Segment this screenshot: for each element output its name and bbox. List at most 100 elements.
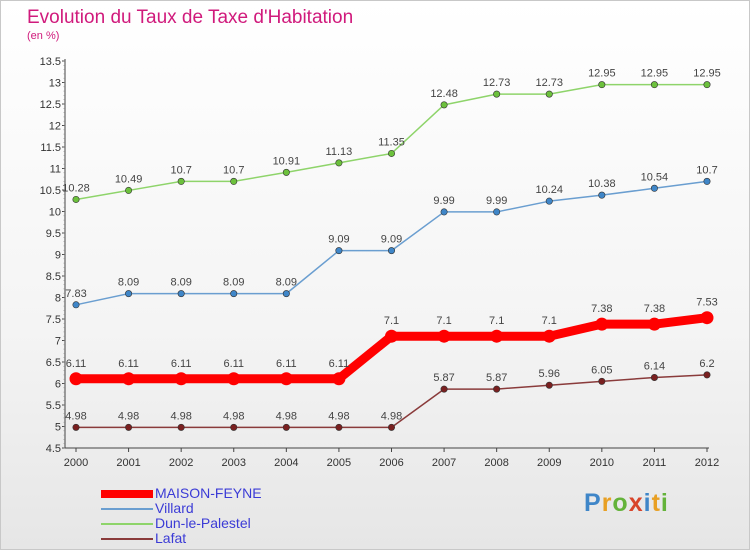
data-point [279,372,293,386]
data-label: 7.1 [542,315,557,327]
data-label: 8.09 [223,277,244,289]
data-point [72,423,80,431]
data-point [282,290,290,298]
y-tick-label: 7 [55,336,61,348]
x-tick-label: 2010 [590,457,614,469]
data-label: 10.7 [170,164,191,176]
data-label: 10.91 [273,155,301,167]
data-point [335,159,343,167]
data-point [493,208,501,216]
data-point [493,90,501,98]
data-point [230,423,238,431]
data-point [72,195,80,203]
data-label: 10.24 [535,184,563,196]
y-tick-label: 13 [49,78,61,90]
data-point [595,317,609,331]
legend-swatch [101,507,153,510]
chart-title: Evolution du Taux de Taxe d'Habitation [27,7,354,28]
data-label: 6.11 [276,358,297,370]
logo-letter: r [601,489,613,517]
data-point [650,184,658,192]
data-point [125,290,133,298]
y-tick-label: 9.5 [46,228,61,240]
x-tick-label: 2003 [222,457,246,469]
data-point [598,377,606,385]
data-label: 8.09 [118,277,139,289]
data-label: 4.98 [276,410,297,422]
axes: 4.5 5 5.5 6 6.5 7 7.5 8 8.5 9 9.5 10 10.5 11 11.5 12 12.… [40,56,720,469]
y-tick-label: 12 [49,121,61,133]
data-label: 9.09 [381,234,402,246]
data-label: 9.09 [328,234,349,246]
data-label: 11.35 [378,136,405,148]
data-label: 4.98 [223,410,244,422]
legend-item: Lafat [101,531,262,546]
data-label: 10.49 [115,173,143,185]
data-point [598,191,606,199]
data-point [282,168,290,176]
x-tick-label: 2012 [695,457,719,469]
data-point [227,372,241,386]
data-point [332,372,346,386]
data-label: 4.98 [328,410,349,422]
data-label: 8.09 [276,277,297,289]
data-label-layer: 10.28 10.49 10.7 10.7 10.91 11.13 11.35 12.48 12… [62,68,721,423]
data-label: 6.05 [591,364,612,376]
legend-label: Lafat [155,530,187,546]
proxiti-logo: Proxiti [584,489,669,518]
data-point [703,81,711,89]
legend-label: Villard [155,500,194,516]
y-tick-label: 5 [55,422,61,434]
data-point [72,301,80,309]
legend-label: Dun-le-Palestel [155,515,251,531]
logo-letter: x [628,489,644,517]
x-tick-label: 2008 [484,457,508,469]
data-point [177,423,185,431]
data-label: 6.11 [118,358,139,370]
data-label: 10.7 [223,164,244,176]
y-tick-label: 11.5 [40,142,61,154]
data-label: 5.87 [433,372,454,384]
data-label: 11.13 [326,146,353,158]
y-tick-label: 5.5 [46,400,61,412]
data-point [598,81,606,89]
legend-item: Dun-le-Palestel [101,516,262,531]
data-point [545,90,553,98]
logo-letter: o [612,489,629,517]
logo-letter: P [584,489,602,517]
logo-letter: i [643,489,652,517]
data-label: 12.48 [430,88,458,100]
data-point [125,423,133,431]
data-label: 7.1 [436,315,451,327]
data-point [545,381,553,389]
data-point [230,290,238,298]
data-label: 7.38 [591,303,612,315]
data-label: 6.11 [66,358,87,370]
data-label: 7.83 [65,288,86,300]
data-label: 10.7 [696,164,717,176]
data-label: 10.38 [588,178,616,190]
data-point [387,247,395,255]
y-tick-label: 6 [55,379,61,391]
data-label: 12.73 [535,77,563,89]
data-label: 5.87 [486,372,507,384]
data-label: 6.2 [699,358,714,370]
logo-letter: i [660,489,669,517]
legend-item: Villard [101,501,262,516]
data-label: 10.28 [62,182,90,194]
y-tick-label: 10 [49,207,61,219]
y-tick-label: 4.5 [46,443,61,455]
data-label: 4.98 [118,410,139,422]
data-point [387,423,395,431]
data-point [437,329,451,343]
data-label: 4.98 [65,410,86,422]
legend-label: MAISON-FEYNE [155,485,262,501]
data-label: 8.09 [170,277,191,289]
data-point [440,385,448,393]
data-point [542,329,556,343]
data-label: 4.98 [381,410,402,422]
data-label: 7.53 [696,297,717,309]
data-point [282,423,290,431]
